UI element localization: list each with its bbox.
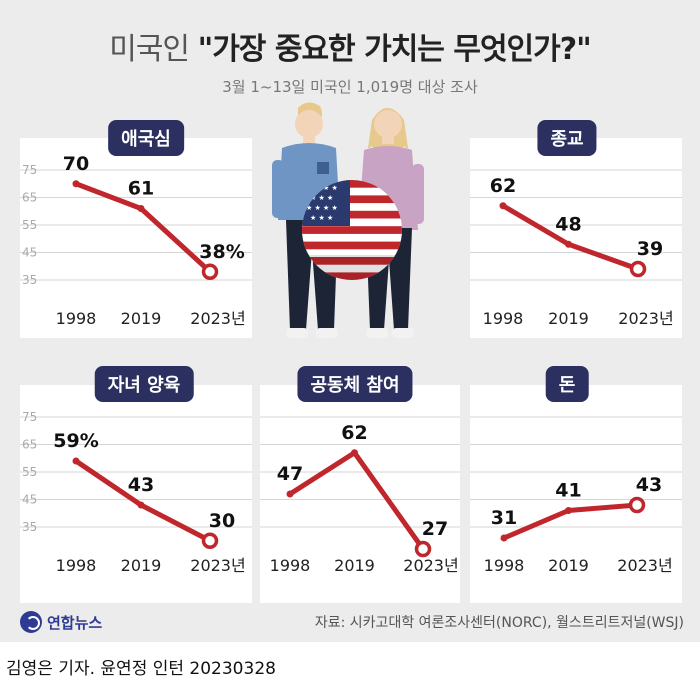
logo-text: 연합뉴스 <box>47 613 103 632</box>
yonhap-logo-icon <box>20 611 42 633</box>
value-label: 38% <box>199 241 244 263</box>
title-main: "가장 중요한 가치는 무엇인가?" <box>197 32 592 67</box>
value-label: 47 <box>277 463 303 485</box>
y-tick-label: 65 <box>22 438 37 452</box>
y-tick-label: 55 <box>22 465 37 479</box>
value-label: 39 <box>637 238 663 260</box>
y-tick-label: 45 <box>22 246 37 260</box>
data-point <box>565 507 572 514</box>
value-label: 62 <box>341 422 367 444</box>
value-label: 70 <box>63 153 89 175</box>
data-point <box>565 240 572 248</box>
x-tick-label: 2019 <box>548 556 589 575</box>
x-tick-label: 2019 <box>334 556 375 575</box>
value-label: 59% <box>53 430 98 452</box>
value-label: 62 <box>490 175 516 197</box>
x-tick-label: 1998 <box>56 309 97 328</box>
y-tick-label: 45 <box>22 493 37 507</box>
x-tick-label: 2019 <box>121 556 162 575</box>
x-tick-label: 2023년 <box>190 309 245 328</box>
y-tick-label: 55 <box>22 218 37 232</box>
chart-card <box>470 385 682 603</box>
title-prefix: 미국인 <box>109 32 190 67</box>
chart-title-label: 공동체 참여 <box>297 366 413 402</box>
source-text: 자료: 시카고대학 여론조사센터(NORC), 월스트리트저널(WSJ) <box>314 615 684 631</box>
x-tick-label: 2023년 <box>190 556 245 575</box>
data-point <box>351 449 358 457</box>
y-tick-label: 65 <box>22 191 37 205</box>
value-label: 31 <box>491 507 517 529</box>
man-figure <box>272 102 340 338</box>
data-point <box>137 205 145 212</box>
chart-title-label: 애국심 <box>108 120 184 156</box>
chart-title-label: 종교 <box>537 120 597 156</box>
svg-text:★ ★ ★: ★ ★ ★ <box>310 214 333 222</box>
data-point <box>72 457 80 465</box>
chart-card <box>20 138 252 338</box>
y-tick-label: 35 <box>22 520 37 534</box>
page-title: 미국인 "가장 중요한 가치는 무엇인가?" <box>0 24 700 68</box>
value-label: 30 <box>209 510 235 532</box>
value-label: 48 <box>555 213 581 235</box>
subtitle: 3월 1~13일 미국인 1,019명 대상 조사 <box>222 78 478 96</box>
data-point-latest <box>201 263 219 280</box>
y-tick-label: 75 <box>22 410 37 424</box>
data-point <box>286 490 294 498</box>
data-point-latest <box>628 496 646 514</box>
data-point <box>500 534 508 542</box>
x-tick-label: 1998 <box>56 556 97 575</box>
x-tick-label: 2019 <box>548 309 589 328</box>
value-label: 43 <box>636 474 662 496</box>
chart-card <box>20 385 252 603</box>
x-tick-label: 1998 <box>484 556 525 575</box>
x-tick-label: 1998 <box>483 309 524 328</box>
footer-bar <box>0 604 700 642</box>
x-tick-label: 2023년 <box>403 556 458 575</box>
data-point <box>137 501 145 509</box>
value-label: 41 <box>555 480 581 502</box>
x-tick-label: 1998 <box>270 556 311 575</box>
credit-text: 김영은 기자. 윤연정 인턴 20230328 <box>6 659 276 679</box>
value-label: 61 <box>128 178 154 200</box>
data-point <box>72 180 80 188</box>
credit-bar: 김영은 기자. 윤연정 인턴 20230328 <box>0 642 700 689</box>
chart-title-label: 돈 <box>545 366 589 402</box>
x-tick-label: 2019 <box>121 309 162 328</box>
value-label: 27 <box>422 518 448 540</box>
data-point-latest <box>201 532 219 549</box>
x-tick-label: 2023년 <box>618 309 673 328</box>
chart-card <box>470 138 682 338</box>
y-tick-label: 35 <box>22 273 37 287</box>
svg-text:★ ★ ★: ★ ★ ★ <box>310 194 333 202</box>
people-flag-illustration: ★ ★ ★ ★ ★ ★ ★ ★ ★ ★ ★ ★ ★ ★ <box>272 102 424 338</box>
chart-title-label: 자녀 양육 <box>94 366 194 402</box>
data-point <box>499 202 507 210</box>
x-tick-label: 2023년 <box>617 556 672 575</box>
y-tick-label: 75 <box>22 163 37 177</box>
data-point-latest <box>414 540 432 558</box>
svg-text:★ ★ ★ ★: ★ ★ ★ ★ <box>306 204 338 212</box>
value-label: 43 <box>128 474 154 496</box>
data-point-latest <box>629 260 647 278</box>
yonhap-logo: 연합뉴스 <box>20 611 102 633</box>
